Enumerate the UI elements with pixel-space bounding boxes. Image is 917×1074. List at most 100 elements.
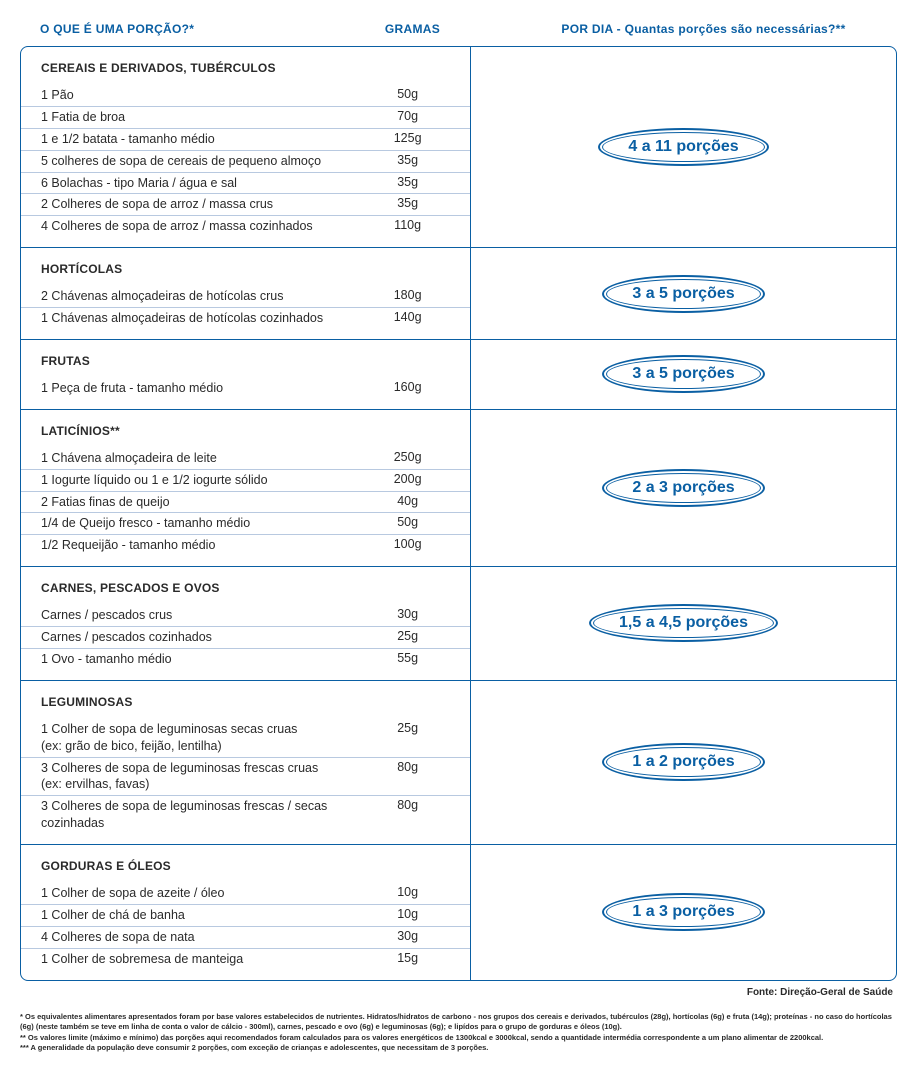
section-title: GORDURAS E ÓLEOS [21,859,470,883]
section-title: LATICÍNIOS** [21,424,470,448]
food-item-label: 1 Pão [21,87,355,104]
section-left: GORDURAS E ÓLEOS1 Colher de sopa de azei… [21,845,471,980]
food-item-row: 6 Bolachas - tipo Maria / água e sal35g [21,173,470,195]
food-item-label: 1 Chávenas almoçadeiras de hotícolas coz… [21,310,355,327]
food-item-row: 1 Colher de sobremesa de manteiga15g [21,949,470,970]
food-section: GORDURAS E ÓLEOS1 Colher de sopa de azei… [21,845,896,980]
food-item-grams: 10g [355,885,470,902]
food-item-grams: 80g [355,760,470,794]
portion-badge: 1 a 2 porções [602,743,764,781]
section-left: CEREAIS E DERIVADOS, TUBÉRCULOS1 Pão50g1… [21,47,471,247]
food-item-label: 2 Colheres de sopa de arroz / massa crus [21,196,355,213]
nutrition-table: CEREAIS E DERIVADOS, TUBÉRCULOS1 Pão50g1… [20,46,897,981]
food-item-row: 3 Colheres de sopa de leguminosas fresca… [21,796,470,834]
food-item-row: 1/4 de Queijo fresco - tamanho médio50g [21,513,470,535]
section-title: LEGUMINOSAS [21,695,470,719]
portion-badge: 4 a 11 porções [598,128,768,166]
section-left: HORTÍCOLAS 2 Chávenas almoçadeiras de hot… [21,248,471,339]
food-section: HORTÍCOLAS 2 Chávenas almoçadeiras de hot… [21,248,896,340]
food-section: LEGUMINOSAS1 Colher de sopa de leguminos… [21,681,896,845]
section-title: HORTÍCOLAS [21,262,470,286]
section-right: 2 a 3 porções [471,410,896,566]
portion-badge: 1,5 a 4,5 porções [589,604,778,642]
food-item-grams: 15g [355,951,470,968]
food-item-grams: 30g [355,929,470,946]
food-item-row: Carnes / pescados crus30g [21,605,470,627]
food-item-row: 1 e 1/2 batata - tamanho médio125g [21,129,470,151]
food-section: CARNES, PESCADOS E OVOSCarnes / pescados… [21,567,896,681]
food-item-row: 5 colheres de sopa de cereais de pequeno… [21,151,470,173]
food-item-grams: 180g [355,288,470,305]
food-item-label: 1 Peça de fruta - tamanho médio [21,380,355,397]
source-citation: Fonte: Direção-Geral de Saúde [20,987,897,998]
section-right: 1 a 2 porções [471,681,896,844]
food-item-label: 1 Colher de chá de banha [21,907,355,924]
food-item-grams: 250g [355,450,470,467]
food-item-label: 4 Colheres de sopa de nata [21,929,355,946]
food-item-row: 1/2 Requeijão - tamanho médio100g [21,535,470,556]
food-item-label: 1 Colher de sopa de azeite / óleo [21,885,355,902]
food-item-grams: 55g [355,651,470,668]
food-item-row: 4 Colheres de sopa de arroz / massa cozi… [21,216,470,237]
food-item-label: Carnes / pescados crus [21,607,355,624]
food-item-grams: 80g [355,798,470,832]
food-item-row: 1 Peça de fruta - tamanho médio160g [21,378,470,399]
section-right: 4 a 11 porções [471,47,896,247]
food-item-label: 1 Fatia de broa [21,109,355,126]
food-item-label: 1 Chávena almoçadeira de leite [21,450,355,467]
food-item-label: 1 e 1/2 batata - tamanho médio [21,131,355,148]
section-right: 1,5 a 4,5 porções [471,567,896,680]
food-item-row: 1 Colher de sopa de azeite / óleo10g [21,883,470,905]
portion-badge: 3 a 5 porções [602,275,764,313]
footnote-line: ** Os valores limite (máximo e mínimo) d… [20,1033,897,1044]
section-title: FRUTAS [21,354,470,378]
food-item-label: 3 Colheres de sopa de leguminosas fresca… [21,798,355,832]
food-item-grams: 35g [355,175,470,192]
food-section: LATICÍNIOS**1 Chávena almoçadeira de lei… [21,410,896,567]
food-section: CEREAIS E DERIVADOS, TUBÉRCULOS1 Pão50g1… [21,47,896,248]
food-item-row: 3 Colheres de sopa de leguminosas fresca… [21,758,470,797]
food-item-row: 1 Iogurte líquido ou 1 e 1/2 iogurte sól… [21,470,470,492]
food-item-label: 1/4 de Queijo fresco - tamanho médio [21,515,355,532]
food-item-label: 2 Chávenas almoçadeiras de hotícolas cru… [21,288,355,305]
food-item-grams: 50g [355,515,470,532]
section-left: CARNES, PESCADOS E OVOSCarnes / pescados… [21,567,471,680]
portion-badge: 1 a 3 porções [602,893,764,931]
food-item-grams: 200g [355,472,470,489]
food-item-grams: 25g [355,721,470,755]
food-item-row: 1 Chávena almoçadeira de leite250g [21,448,470,470]
food-item-grams: 140g [355,310,470,327]
food-item-label: 1/2 Requeijão - tamanho médio [21,537,355,554]
header-daily-label: POR DIA - Quantas porções são necessária… [561,22,845,36]
food-item-row: 2 Fatias finas de queijo40g [21,492,470,514]
food-item-row: 1 Fatia de broa70g [21,107,470,129]
food-item-row: Carnes / pescados cozinhados25g [21,627,470,649]
food-item-grams: 40g [355,494,470,511]
section-right: 3 a 5 porções [471,340,896,409]
food-item-row: 1 Colher de chá de banha10g [21,905,470,927]
footnote-line: *** A generalidade da população deve con… [20,1043,897,1054]
section-right: 3 a 5 porções [471,248,896,339]
food-item-label: 3 Colheres de sopa de leguminosas fresca… [21,760,355,794]
section-right: 1 a 3 porções [471,845,896,980]
food-item-grams: 25g [355,629,470,646]
food-item-label: 2 Fatias finas de queijo [21,494,355,511]
food-item-label: 1 Ovo - tamanho médio [21,651,355,668]
food-item-row: 1 Pão50g [21,85,470,107]
food-item-label: 5 colheres de sopa de cereais de pequeno… [21,153,355,170]
footnotes-block: * Os equivalentes alimentares apresentad… [20,1012,897,1054]
food-item-grams: 35g [355,196,470,213]
food-item-grams: 30g [355,607,470,624]
food-item-label: 1 Iogurte líquido ou 1 e 1/2 iogurte sól… [21,472,355,489]
section-title: CEREAIS E DERIVADOS, TUBÉRCULOS [21,61,470,85]
header-grams-label: GRAMAS [385,22,440,36]
section-left: LEGUMINOSAS1 Colher de sopa de leguminos… [21,681,471,844]
section-left: LATICÍNIOS**1 Chávena almoçadeira de lei… [21,410,471,566]
food-item-label: 4 Colheres de sopa de arroz / massa cozi… [21,218,355,235]
food-item-label: 6 Bolachas - tipo Maria / água e sal [21,175,355,192]
food-item-row: 2 Colheres de sopa de arroz / massa crus… [21,194,470,216]
food-item-grams: 125g [355,131,470,148]
food-item-grams: 50g [355,87,470,104]
food-item-row: 2 Chávenas almoçadeiras de hotícolas cru… [21,286,470,308]
food-item-grams: 100g [355,537,470,554]
